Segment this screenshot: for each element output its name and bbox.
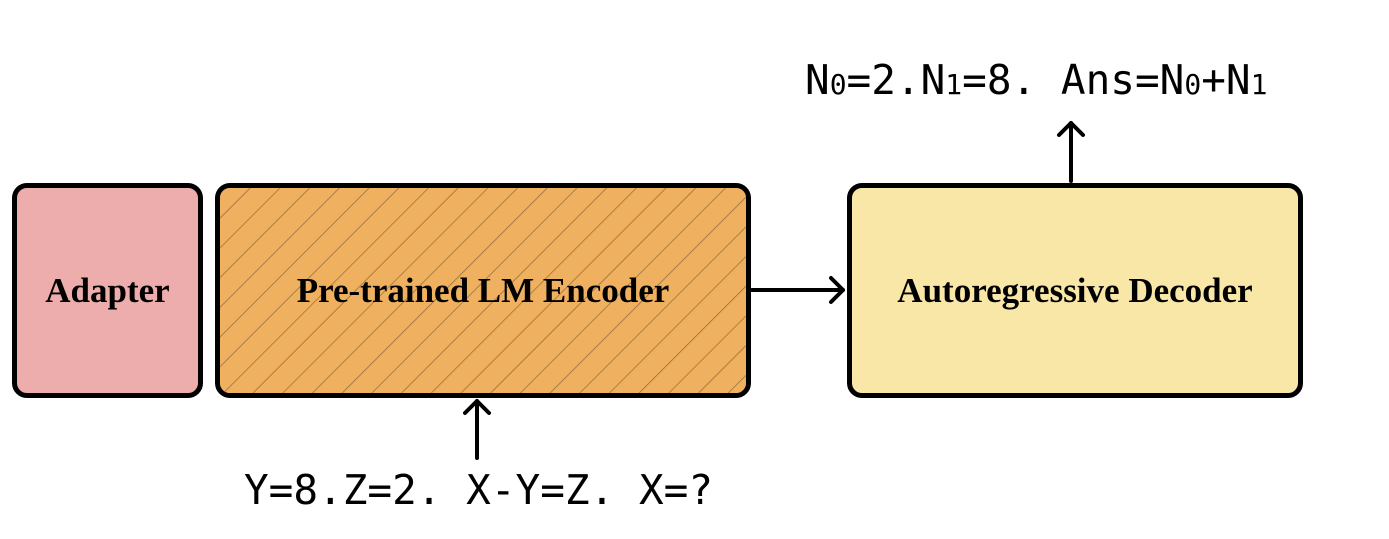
output-sub-2: 0 (1184, 68, 1202, 101)
output-arrow (1057, 121, 1085, 183)
output-part-1: N (805, 56, 830, 104)
input-arrow (463, 399, 491, 460)
decoder-box: Autoregressive Decoder (847, 183, 1303, 398)
adapter-label: Adapter (45, 270, 170, 310)
output-equation-text: N0=2.N1=8. Ans=N0+N1 (805, 60, 1267, 101)
output-sub-1: 1 (945, 68, 963, 101)
output-part-5: =8. Ans=N (962, 56, 1185, 104)
decoder-label: Autoregressive Decoder (897, 270, 1253, 310)
encoder-to-decoder-arrow (750, 276, 845, 304)
encoder-box: Pre-trained LM Encoder (215, 183, 751, 398)
adapter-box: Adapter (12, 183, 203, 398)
encoder-hatch-pattern (220, 188, 746, 393)
input-equation-text: Y=8.Z=2. X-Y=Z. X=? (244, 466, 713, 514)
output-part-3: =2.N (846, 56, 946, 104)
output-sub-3: 1 (1250, 68, 1268, 101)
encoder-label: Pre-trained LM Encoder (296, 270, 670, 310)
output-sub-0: 0 (829, 68, 847, 101)
output-part-7: +N (1201, 56, 1251, 104)
